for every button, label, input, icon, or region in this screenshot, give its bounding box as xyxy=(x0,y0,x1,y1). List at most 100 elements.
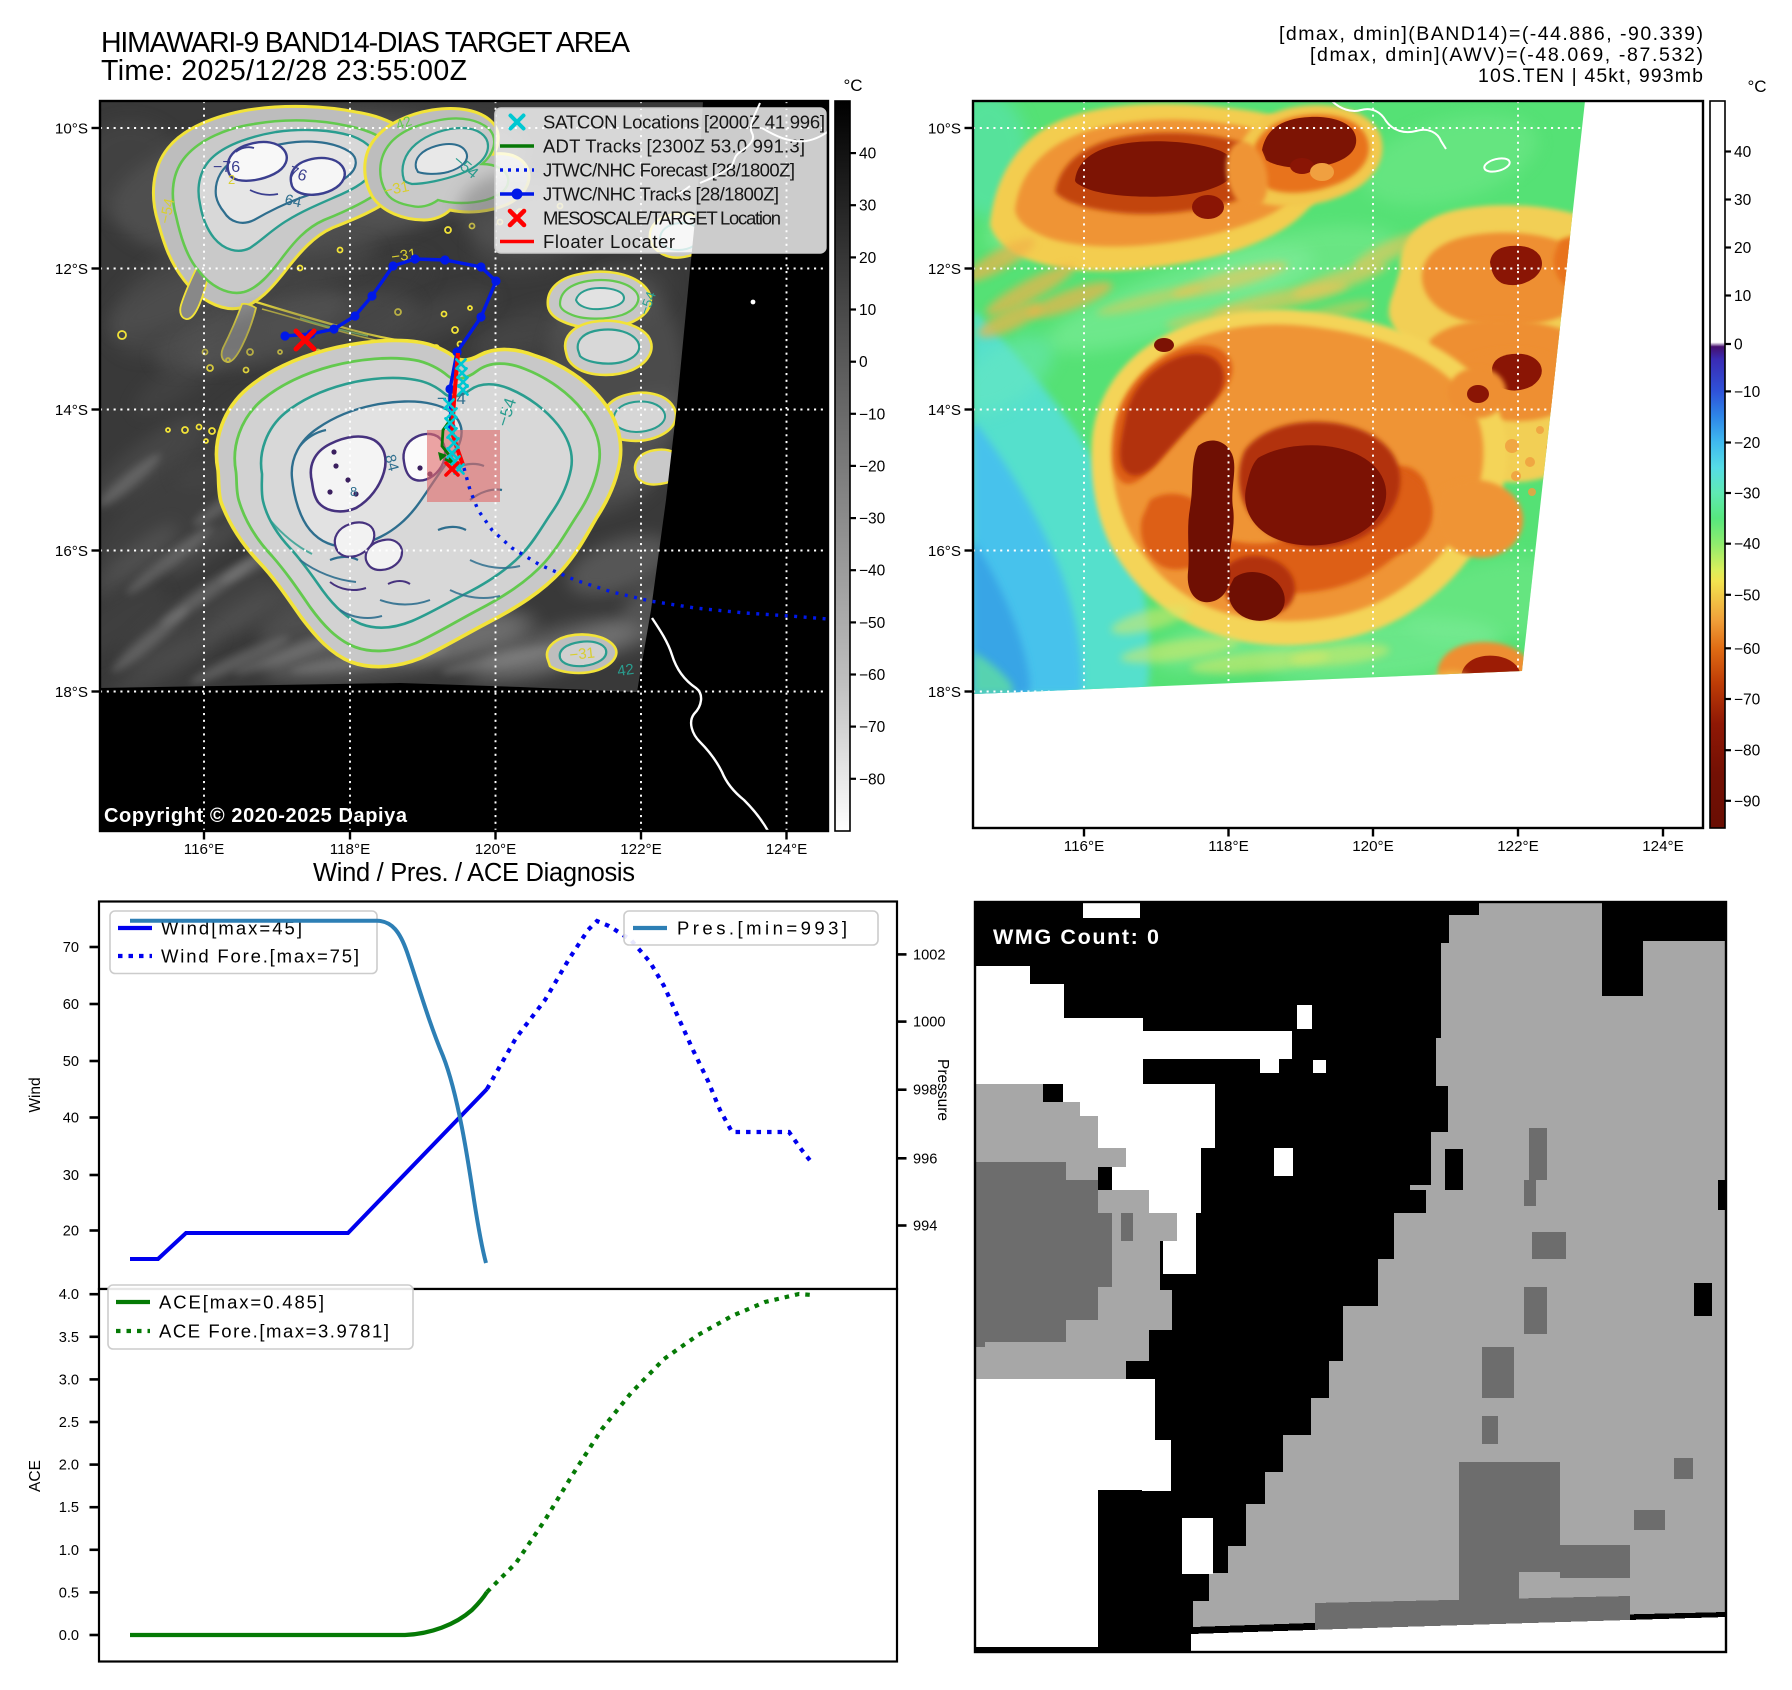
svg-text:16°S: 16°S xyxy=(55,543,88,560)
svg-text:18°S: 18°S xyxy=(55,684,88,701)
svg-text:10°S: 10°S xyxy=(55,121,88,138)
svg-text:−31: −31 xyxy=(569,644,596,664)
svg-text:−20: −20 xyxy=(859,458,886,475)
svg-text:ACE Fore.[max=3.9781]: ACE Fore.[max=3.9781] xyxy=(159,1321,389,1342)
svg-text:JTWC/NHC Forecast [28/1800Z]: JTWC/NHC Forecast [28/1800Z] xyxy=(543,160,795,181)
svg-text:−30: −30 xyxy=(859,511,886,528)
svg-text:50: 50 xyxy=(63,1054,79,1070)
svg-text:Wind: Wind xyxy=(27,1077,44,1112)
svg-text:−31: −31 xyxy=(382,178,410,200)
svg-text:124°E: 124°E xyxy=(1642,838,1684,855)
svg-text:−30: −30 xyxy=(1734,486,1761,503)
svg-text:40: 40 xyxy=(1734,144,1752,161)
svg-text:2.5: 2.5 xyxy=(59,1415,79,1431)
svg-text:−76: −76 xyxy=(213,159,240,176)
svg-text:−70: −70 xyxy=(859,719,886,736)
svg-text:−50: −50 xyxy=(1734,587,1761,604)
svg-text:3.5: 3.5 xyxy=(59,1330,79,1346)
svg-text:60: 60 xyxy=(63,997,79,1013)
svg-text:−10: −10 xyxy=(859,406,886,423)
svg-text:−80: −80 xyxy=(1734,743,1761,760)
svg-text:994: 994 xyxy=(913,1219,937,1235)
svg-text:42: 42 xyxy=(616,661,635,680)
svg-text:16°S: 16°S xyxy=(928,543,961,560)
svg-text:2.0: 2.0 xyxy=(59,1458,79,1474)
svg-text:Floater Locater: Floater Locater xyxy=(543,231,675,252)
svg-text:0: 0 xyxy=(1734,337,1743,354)
svg-text:20: 20 xyxy=(859,250,877,267)
svg-text:2: 2 xyxy=(228,172,235,187)
svg-text:20: 20 xyxy=(1734,240,1752,257)
svg-text:12°S: 12°S xyxy=(928,261,961,278)
svg-text:116°E: 116°E xyxy=(184,841,224,858)
svg-text:ACE: ACE xyxy=(27,1460,44,1492)
svg-text:116°E: 116°E xyxy=(1064,838,1104,855)
svg-text:[dmax, dmin](BAND14)=(-44.886,: [dmax, dmin](BAND14)=(-44.886, -90.339) xyxy=(1279,23,1703,45)
svg-text:HIMAWARI-9 BAND14-DIAS TARGET: HIMAWARI-9 BAND14-DIAS TARGET AREA xyxy=(101,27,630,59)
svg-text:10°S: 10°S xyxy=(928,121,961,138)
svg-text:122°E: 122°E xyxy=(620,841,662,858)
svg-text:20: 20 xyxy=(63,1224,79,1240)
svg-text:[dmax, dmin](AWV)=(-48.069, -8: [dmax, dmin](AWV)=(-48.069, -87.532) xyxy=(1310,44,1703,66)
svg-text:Time: 2025/12/28 23:55:00Z: Time: 2025/12/28 23:55:00Z xyxy=(101,55,467,87)
svg-text:996: 996 xyxy=(913,1151,937,1167)
svg-text:−10: −10 xyxy=(1734,384,1761,401)
svg-text:−40: −40 xyxy=(859,563,886,580)
svg-text:10: 10 xyxy=(1734,288,1752,305)
svg-text:12°S: 12°S xyxy=(55,261,88,278)
svg-text:Wind / Pres. / ACE Diagnosis: Wind / Pres. / ACE Diagnosis xyxy=(313,859,635,887)
svg-text:°C: °C xyxy=(1747,77,1766,96)
svg-text:−70: −70 xyxy=(1734,692,1761,709)
svg-text:4.0: 4.0 xyxy=(59,1287,79,1303)
svg-text:70: 70 xyxy=(63,940,79,956)
svg-text:0: 0 xyxy=(859,354,868,371)
svg-text:10S.TEN | 45kt, 993mb: 10S.TEN | 45kt, 993mb xyxy=(1478,65,1703,87)
svg-text:1.0: 1.0 xyxy=(59,1543,79,1559)
svg-text:ADT Tracks [2300Z 53.0 991.3]: ADT Tracks [2300Z 53.0 991.3] xyxy=(543,136,805,157)
svg-text:18°S: 18°S xyxy=(928,684,961,701)
svg-text:30: 30 xyxy=(63,1168,79,1184)
svg-text:40: 40 xyxy=(63,1111,79,1127)
svg-text:3.0: 3.0 xyxy=(59,1372,79,1388)
svg-text:8: 8 xyxy=(350,484,357,499)
svg-text:MESOSCALE/TARGET Location: MESOSCALE/TARGET Location xyxy=(543,208,781,229)
svg-text:1000: 1000 xyxy=(913,1015,945,1031)
svg-text:ACE[max=0.485]: ACE[max=0.485] xyxy=(159,1292,324,1313)
svg-text:−54: −54 xyxy=(157,197,179,225)
svg-text:42: 42 xyxy=(394,112,414,132)
svg-text:30: 30 xyxy=(859,198,877,215)
svg-text:30: 30 xyxy=(1734,192,1752,209)
svg-text:−40: −40 xyxy=(1734,536,1761,553)
svg-text:°C: °C xyxy=(843,76,862,95)
svg-text:84: 84 xyxy=(381,453,402,474)
svg-text:Wind Fore.[max=75]: Wind Fore.[max=75] xyxy=(161,946,359,967)
svg-text:SATCON Locations [2000Z 41 996: SATCON Locations [2000Z 41 996] xyxy=(543,112,825,133)
svg-text:118°E: 118°E xyxy=(330,841,370,858)
svg-text:122°E: 122°E xyxy=(1497,838,1539,855)
svg-text:−60: −60 xyxy=(1734,641,1761,658)
svg-text:0.0: 0.0 xyxy=(59,1628,79,1644)
svg-text:−60: −60 xyxy=(859,667,886,684)
svg-text:76: 76 xyxy=(287,164,309,186)
svg-text:118°E: 118°E xyxy=(1208,838,1248,855)
svg-text:−20: −20 xyxy=(1734,435,1761,452)
svg-text:Copyright © 2020-2025 Dapiya: Copyright © 2020-2025 Dapiya xyxy=(104,805,408,827)
svg-text:−80: −80 xyxy=(859,771,886,788)
svg-text:120°E: 120°E xyxy=(475,841,517,858)
svg-text:14°S: 14°S xyxy=(55,402,88,419)
svg-text:64: 64 xyxy=(283,191,303,211)
svg-text:1002: 1002 xyxy=(913,947,945,963)
svg-text:14°S: 14°S xyxy=(928,402,961,419)
svg-text:−54: −54 xyxy=(636,289,659,317)
svg-text:124°E: 124°E xyxy=(766,841,808,858)
svg-text:−50: −50 xyxy=(859,615,886,632)
svg-text:JTWC/NHC Tracks [28/1800Z]: JTWC/NHC Tracks [28/1800Z] xyxy=(543,184,779,205)
svg-text:Pressure: Pressure xyxy=(934,1059,951,1121)
svg-text:40: 40 xyxy=(859,146,877,163)
svg-text:0.5: 0.5 xyxy=(59,1585,79,1601)
svg-text:998: 998 xyxy=(913,1083,937,1099)
svg-text:−90: −90 xyxy=(1734,793,1761,810)
svg-text:120°E: 120°E xyxy=(1352,838,1394,855)
svg-text:1.5: 1.5 xyxy=(59,1500,79,1516)
svg-text:10: 10 xyxy=(859,302,877,319)
